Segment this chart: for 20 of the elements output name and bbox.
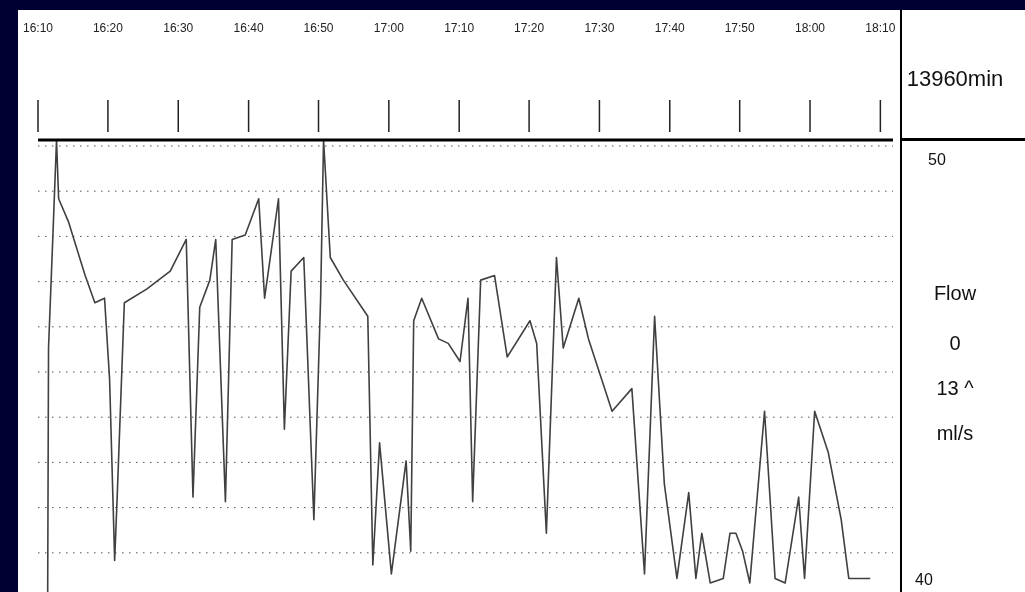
x-tick-label: 17:50 — [724, 21, 756, 35]
x-tick-label: 16:10 — [22, 21, 54, 35]
text: 40 — [915, 571, 933, 588]
text: 13960min — [906, 66, 1004, 91]
x-tick-label: 18:10 — [865, 21, 896, 35]
x-tick-label: 16:50 — [303, 21, 334, 35]
x-tick-label: 17:10 — [444, 21, 475, 35]
x-tick-label: 17:20 — [514, 21, 545, 35]
x-tick-label: 17:30 — [584, 21, 615, 35]
x-tick-label: 18:00 — [795, 21, 826, 35]
text: ml/s — [936, 422, 974, 444]
x-tick-label: 16:40 — [233, 21, 264, 35]
y-axis-title: Flow — [933, 282, 977, 304]
x-tick-label: 16:20 — [92, 21, 124, 35]
text: 0 — [949, 332, 961, 354]
x-tick-label: 17:00 — [373, 21, 405, 35]
x-tick-label: 16:30 — [163, 21, 194, 35]
x-tick-label: 17:40 — [654, 21, 686, 35]
text: 50 — [928, 151, 946, 168]
text: 13 ^ — [936, 377, 975, 399]
